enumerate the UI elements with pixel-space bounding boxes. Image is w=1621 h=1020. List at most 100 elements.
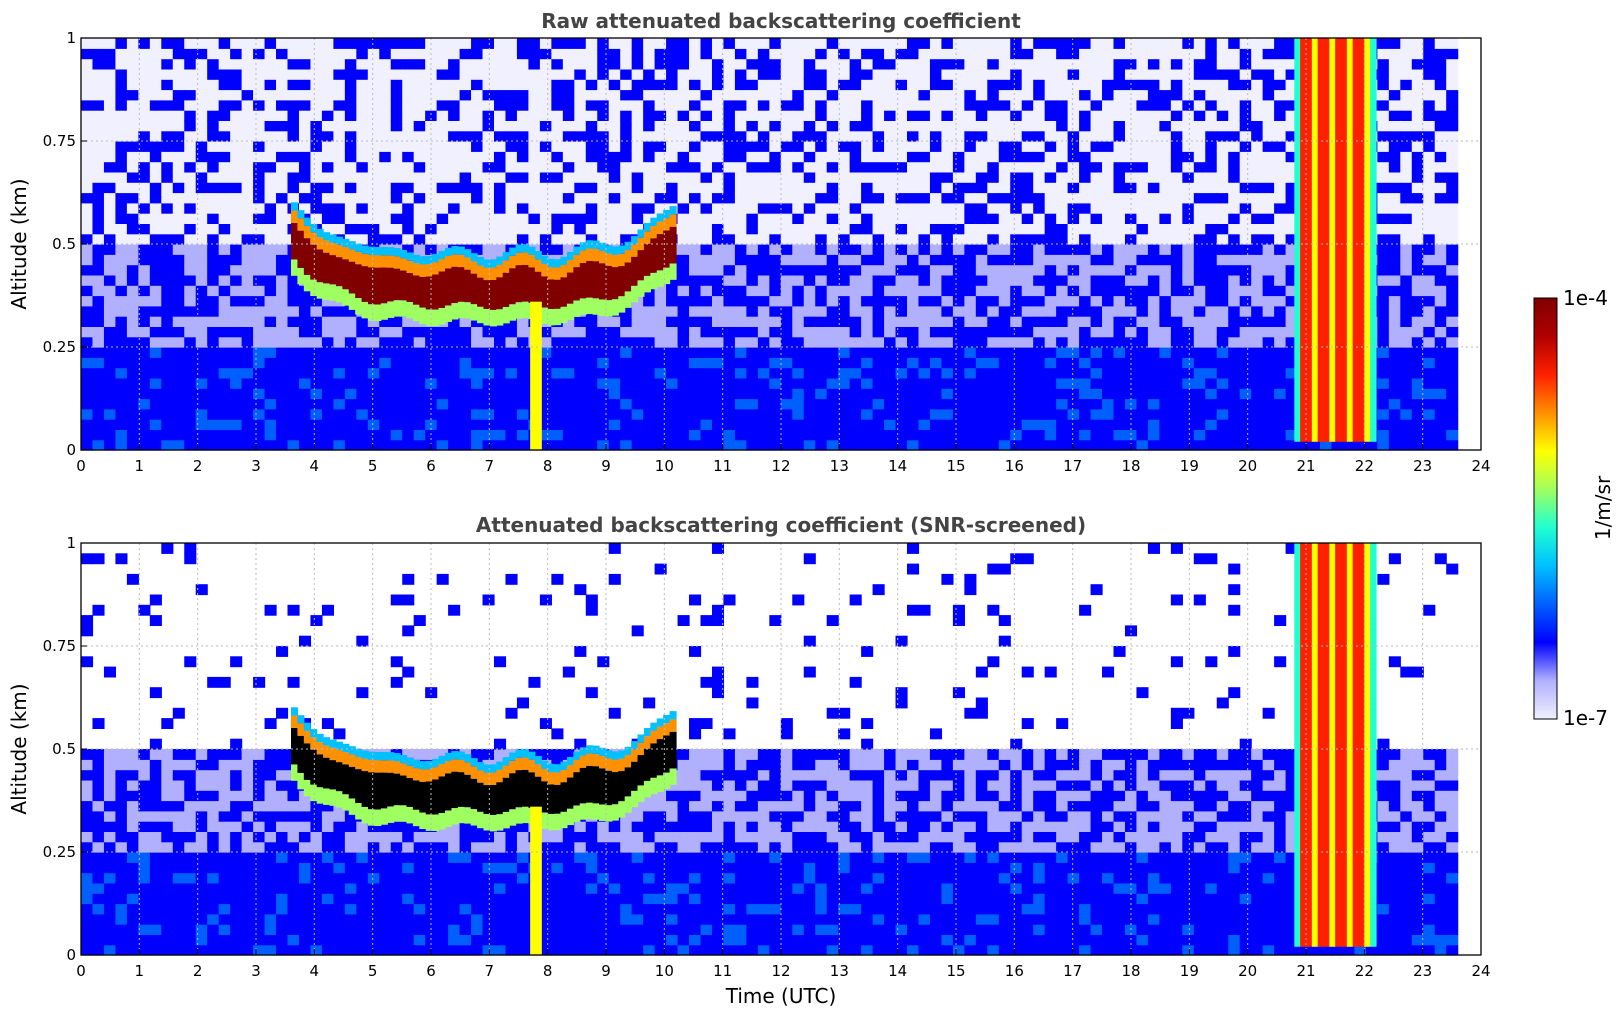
heatmap-cell (81, 110, 94, 121)
heatmap-cell (574, 182, 587, 194)
heatmap-cell (264, 264, 277, 276)
heatmap-cell (689, 38, 702, 49)
cloud-cell (592, 261, 600, 299)
heatmap-cell (1056, 316, 1069, 327)
heatmap-cell (241, 377, 254, 389)
heatmap-cell (402, 213, 415, 224)
heatmap-cell (987, 388, 1000, 400)
heatmap-cell (998, 161, 1011, 173)
heatmap-cell (126, 202, 139, 214)
cloud-cell (515, 244, 523, 253)
heatmap-cell (700, 408, 713, 420)
heatmap-cell (528, 110, 541, 121)
heatmap-cell (1239, 264, 1252, 276)
heatmap-cell (1136, 130, 1149, 142)
heatmap-cell (723, 326, 736, 338)
heatmap-cell (907, 264, 920, 276)
heatmap-cell (1067, 223, 1080, 235)
heatmap-cell (1182, 285, 1195, 297)
heatmap-cell (608, 192, 621, 204)
heatmap-cell (1113, 233, 1126, 245)
heatmap-cell (172, 295, 185, 307)
heatmap-cell (929, 89, 943, 101)
heatmap-cell (161, 79, 174, 91)
heatmap-cell (907, 274, 920, 286)
heatmap-cell (757, 161, 770, 173)
heatmap-cell (402, 38, 415, 49)
heatmap-cell (1033, 244, 1046, 255)
heatmap-cell (1079, 429, 1092, 441)
heatmap-cell (1136, 38, 1149, 49)
heatmap-cell (138, 274, 151, 286)
heatmap-cell (700, 151, 713, 163)
heatmap-cell (218, 110, 231, 121)
heatmap-cell (264, 171, 277, 183)
heatmap-cell (711, 192, 725, 204)
heatmap-cell (987, 419, 1000, 430)
heatmap-cell (975, 439, 988, 451)
heatmap-cell (1411, 274, 1424, 286)
heatmap-cell (769, 285, 782, 297)
heatmap-cell (689, 388, 702, 400)
heatmap-cell (149, 89, 162, 101)
heatmap-cell (551, 223, 564, 235)
heatmap-cell (895, 192, 908, 204)
heatmap-cell (964, 141, 977, 152)
heatmap-cell (780, 285, 793, 297)
heatmap-cell (1033, 171, 1046, 183)
heatmap-cell (585, 439, 598, 451)
heatmap-cell (723, 305, 736, 317)
heatmap-cell (115, 89, 128, 101)
heatmap-cell (1021, 377, 1034, 389)
heatmap-cell (402, 408, 415, 420)
heatmap-cell (574, 419, 587, 430)
heatmap-cell (1411, 38, 1424, 49)
heatmap-cell (975, 161, 988, 173)
heatmap-cell (666, 192, 679, 204)
heatmap-cell (103, 377, 117, 389)
heatmap-cell (711, 89, 725, 101)
cloud-cell (457, 301, 465, 319)
cloud-cell (534, 251, 542, 260)
heatmap-cell (321, 377, 334, 389)
heatmap-cell (184, 161, 197, 173)
heatmap-cell (1113, 367, 1126, 379)
heatmap-cell (253, 48, 266, 60)
heatmap-cell (689, 439, 702, 451)
heatmap-cell (1205, 244, 1218, 255)
heatmap-cell (1182, 223, 1195, 235)
heatmap-cell (838, 141, 851, 152)
heatmap-cell (287, 182, 300, 194)
heatmap-cell (482, 233, 495, 245)
heatmap-cell (918, 377, 931, 389)
heatmap-cell (1205, 398, 1218, 410)
heatmap-cell (551, 141, 564, 152)
heatmap-cell (1102, 192, 1115, 204)
heatmap-cell (149, 141, 162, 152)
heatmap-cell (356, 171, 369, 183)
heatmap-cell (448, 202, 461, 214)
heatmap-cell (241, 79, 254, 91)
heatmap-cell (1182, 336, 1195, 348)
heatmap-cell (1228, 264, 1241, 276)
heatmap-cell (413, 244, 426, 255)
heatmap-cell (1170, 254, 1183, 266)
heatmap-cell (298, 68, 312, 80)
heatmap-cell (344, 429, 357, 441)
heatmap-cell (138, 68, 151, 80)
heatmap-cell (218, 439, 231, 451)
heatmap-cell (631, 161, 644, 173)
heatmap-cell (1193, 357, 1206, 369)
heatmap-cell (1021, 274, 1034, 286)
heatmap-cell (918, 79, 931, 91)
heatmap-cell (838, 110, 851, 121)
heatmap-cell (574, 130, 587, 142)
heatmap-cell (528, 141, 541, 152)
heatmap-cell (1388, 141, 1401, 152)
heatmap-cell (172, 274, 185, 286)
heatmap-cell (471, 213, 484, 224)
heatmap-cell (230, 439, 243, 451)
heatmap-cell (126, 274, 139, 286)
heatmap-cell (1274, 295, 1287, 307)
heatmap-cell (792, 213, 805, 224)
